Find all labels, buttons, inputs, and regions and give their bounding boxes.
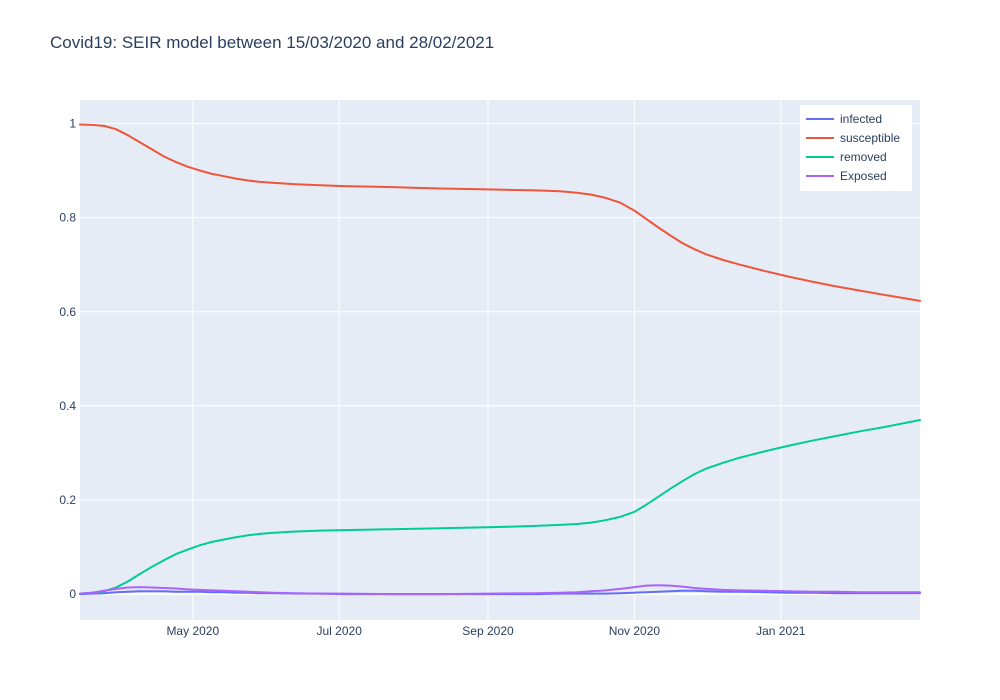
legend-label-removed[interactable]: removed [840,150,887,164]
y-tick-label: 0.6 [59,305,76,319]
x-tick-label: Sep 2020 [462,624,514,638]
legend-label-infected[interactable]: infected [840,112,882,126]
series-lines [79,123,921,596]
y-tick-label: 0.8 [59,211,76,225]
x-axis-ticks: May 2020 Jul 2020 Sep 2020 Nov 2020 Jan 2021 [166,624,805,638]
x-tick-label: Nov 2020 [609,624,661,638]
series-line-exposed [79,584,921,596]
x-tick-label: May 2020 [166,624,219,638]
series-line-susceptible [79,123,921,302]
y-axis-ticks: 0 0.2 0.4 0.6 0.8 1 [59,117,76,602]
y-tick-label: 0.4 [59,399,76,413]
y-tick-label: 1 [69,117,76,131]
legend[interactable]: infected susceptible removed Exposed [800,105,912,191]
legend-label-exposed[interactable]: Exposed [840,169,887,183]
plot-area [80,100,920,620]
series-line-removed [79,419,921,595]
legend-label-susceptible[interactable]: susceptible [840,131,900,145]
x-tick-label: Jan 2021 [756,624,806,638]
y-tick-label: 0 [69,587,76,601]
gridlines [80,100,920,620]
chart-title: Covid19: SEIR model between 15/03/2020 a… [50,33,495,52]
y-tick-label: 0.2 [59,493,76,507]
x-tick-label: Jul 2020 [317,624,363,638]
